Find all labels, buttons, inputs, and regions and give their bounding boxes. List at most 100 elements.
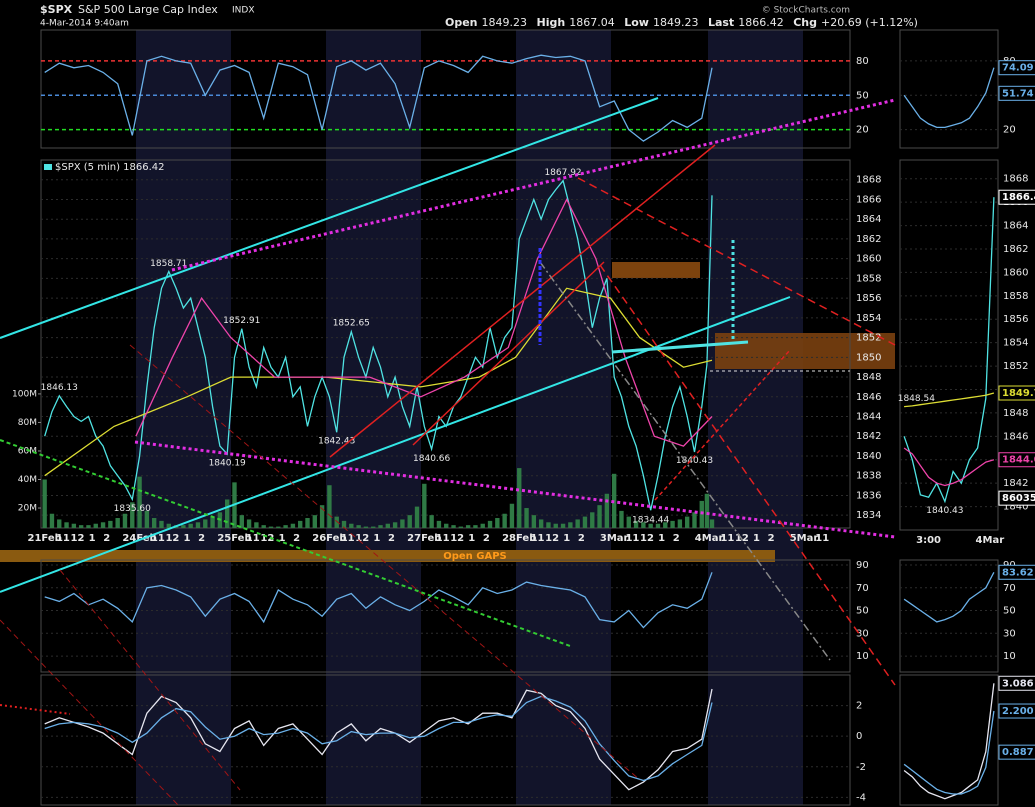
x-tick-label: 1 [373,533,380,544]
x-tick-label: 12 [355,533,369,544]
value-box-label: 1844.0M [1002,455,1035,466]
volume-bar [444,523,449,528]
x-tick-label: 2 [673,533,680,544]
plot-area [903,683,995,800]
panel-frame [899,559,999,673]
credit: © StockCharts.com [762,6,850,16]
y-tick-label: 1842 [1003,478,1028,489]
panel-frame [40,559,851,673]
price-annotation: 1840.43 [926,506,963,516]
series-line [44,688,713,791]
volume-bar [582,516,588,528]
y-tick-label: 1834 [856,510,881,521]
day-band [136,30,231,805]
panels: 2050801834183618381840184218441846184818… [12,29,1035,806]
panel-frame [899,159,999,531]
volume-bar [517,468,522,528]
volume-bar [49,513,55,528]
y-tick-label: 1854 [856,313,881,324]
volume-bar [349,523,354,528]
volume-bar [327,485,332,528]
volume-bar [663,522,668,528]
volume-bar [100,522,106,528]
price-annotation: 1840.66 [413,454,450,464]
volume-bar [108,520,113,528]
value-box-label: 51.74 [1002,88,1034,99]
x-tick-label: 12 [545,533,559,544]
plot-area [41,54,850,142]
x-tick-label: 2 [198,533,205,544]
y-tick-label: 1838 [856,471,881,482]
series-line [44,54,713,142]
x-tick-label: 2 [578,533,585,544]
value-box [998,60,1035,76]
y-tick-label: 30 [1003,628,1016,639]
volume-bar [319,505,325,528]
value-box [998,189,1035,205]
trendline [329,144,716,458]
volume-bar [619,510,624,528]
volume-bar [509,503,515,528]
x-tick-label: 1 [184,533,191,544]
y-tick-label: 30 [856,628,869,639]
gap-zone [612,262,700,278]
volume-bar [188,523,193,528]
y-tick-label: 1846 [856,392,881,403]
x-tick-label: 12 [260,533,274,544]
x-tick-label: 3Mar [600,533,629,544]
legend-swatch [44,164,52,170]
volume-bar [224,499,230,528]
x-tick-label: 11 [531,533,545,544]
value-box-label: 1849.7 [1002,388,1035,399]
x-tick-label: 12 [450,533,464,544]
x-tick-label: 11 [625,533,639,544]
volume-bar [429,515,434,528]
volume-bar [560,523,566,528]
x-tick-label: 1 [278,533,285,544]
volume-bar [684,516,690,528]
price-annotation: 1848.54 [898,394,935,404]
y-tick-label: -4 [856,792,866,803]
volume-bar [465,525,471,528]
y-tick-label: 1852 [856,333,881,344]
volume-bar [363,526,369,528]
volume-bar [356,525,361,528]
value-box [998,744,1035,760]
x-tick-label: 2 [293,533,300,544]
volume-bar [210,516,215,528]
y-tick-label: 1864 [1003,221,1028,232]
volume-bar [151,518,157,528]
volume-bar [709,519,715,528]
volume-bar [78,525,84,528]
trendline [412,261,605,446]
y-tick-label: 0 [856,731,862,742]
quote: Open 1849.23 High 1867.04 Low 1849.23 Last 1… [445,16,918,29]
price-annotation: 1858.71 [150,259,187,269]
value-box-label: 0.887 [1002,747,1034,758]
series-line [903,447,995,487]
y-tick-label: 90 [856,560,869,571]
volume-bar [473,525,478,528]
y-tick-label: 20 [856,125,869,136]
day-band [326,30,421,805]
volume-bar [699,500,704,528]
x-tick-label: 11 [815,533,829,544]
value-box-label: 3.086 [1002,678,1034,689]
volume-bar [268,526,274,528]
trendline [0,619,181,807]
trendline [0,97,659,339]
volume-bar [166,523,171,528]
panel-frame [899,29,999,149]
plot-area [41,179,850,528]
value-box [998,564,1035,580]
y-tick-label: 10 [1003,651,1016,662]
volume-bar [159,520,164,528]
y-tick-label: 50 [856,606,869,617]
x-tick-label: 2 [483,533,490,544]
trendline [539,261,831,661]
value-box [998,385,1035,401]
x-tick-label: 5Mar [790,533,819,544]
volume-bar [422,483,427,528]
